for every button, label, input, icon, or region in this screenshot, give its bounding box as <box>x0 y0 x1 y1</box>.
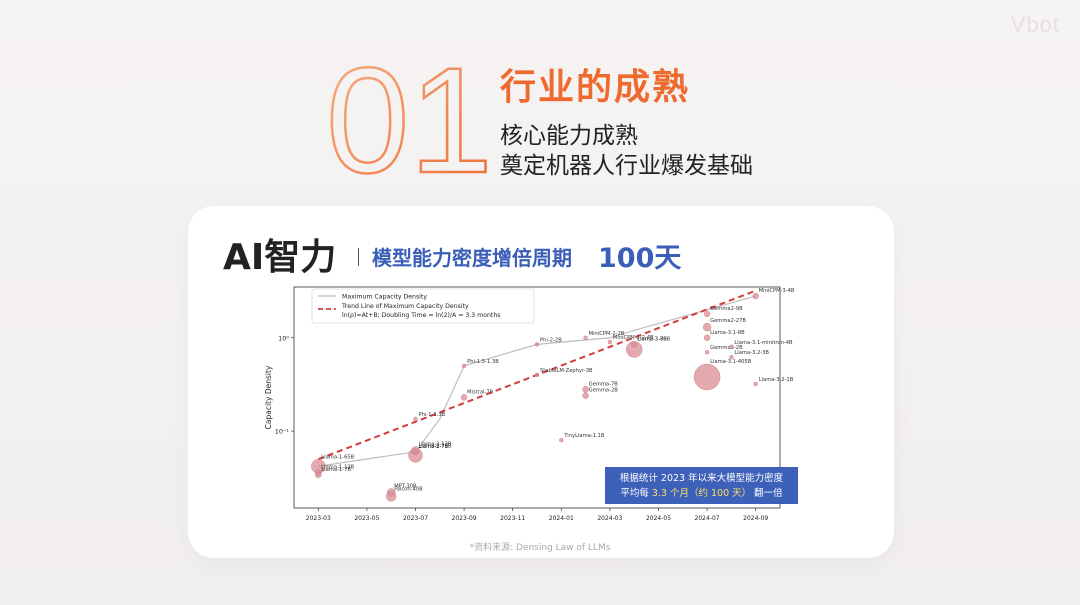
legend-entry-trend: Trend Line of Maximum Capacity Density <box>341 303 469 310</box>
data-point-label: Gemma2-27B <box>710 318 746 324</box>
note-highlight: 3.3 个月（约 100 天） <box>651 488 752 499</box>
data-point-label: MiniCPM-1-2B <box>589 331 625 337</box>
data-point-label: Llama-3.1-405B <box>710 359 752 365</box>
data-point-label: Llama-3.2-3B <box>734 350 769 356</box>
data-point <box>534 342 540 347</box>
data-point <box>559 437 564 443</box>
data-point-label: MPT-30B <box>394 483 417 489</box>
section-subtitle-1: 核心能力成熟 <box>500 123 638 149</box>
data-point-label: Llama-3.2-1B <box>759 377 794 383</box>
data-point <box>693 363 721 391</box>
data-point-label: Phi-2-2B <box>540 337 562 343</box>
section-subtitle-2: 奠定机器人行业爆发基础 <box>500 153 753 179</box>
data-point-label: MiniCPM-1-2.4B <box>613 335 654 341</box>
data-point-label: Llama-3.1-minitron-4B <box>734 340 793 346</box>
data-point <box>703 334 711 341</box>
data-point-label: Llama-2-70B <box>419 443 452 449</box>
note-line-1: 根据统计 2023 年以来大模型能力密度 <box>619 473 784 484</box>
data-point-label: Gemma-2B <box>589 388 619 394</box>
chart-svg: Capacity Density 10⁰ 10⁻¹ 2023-03 2023-05 202… <box>264 286 795 522</box>
data-point-label: TinyLlama-1.1B <box>563 433 605 439</box>
data-point-label: Llama-1-7B <box>321 467 351 473</box>
x-tick-label: 2024-01 <box>549 515 574 522</box>
data-point <box>582 386 589 393</box>
data-point <box>461 363 467 369</box>
card-subtitle: 模型能力密度增倍周期 <box>372 246 572 270</box>
card-highlight: 100天 <box>598 243 682 274</box>
y-axis-label: Capacity Density <box>264 365 273 429</box>
legend-entry-max: Maximum Capacity Density <box>342 294 427 301</box>
x-tick-label: 2023-09 <box>452 515 477 522</box>
chart-note: 根据统计 2023 年以来大模型能力密度 平均每 3.3 个月（约 100 天）… <box>605 467 798 504</box>
data-point-label: Mistral-7B <box>467 389 494 395</box>
x-tick-label: 2024-05 <box>646 515 671 522</box>
data-point <box>411 446 420 455</box>
max-density-line <box>318 295 756 467</box>
data-point <box>753 381 758 387</box>
data-point <box>607 339 613 345</box>
x-tick-label: 2024-09 <box>743 515 768 522</box>
data-point <box>315 471 322 479</box>
data-point-label: MiniCPM-3-4B <box>759 288 795 294</box>
svg-text:01: 01 <box>326 44 493 184</box>
data-point <box>583 335 588 340</box>
section-number: 01 <box>326 44 494 184</box>
data-point <box>460 394 468 401</box>
legend-box <box>311 288 535 324</box>
data-point-label: Llama-3.1-8B <box>710 330 745 336</box>
data-point-label: Llama-1-65B <box>321 454 354 460</box>
data-point-label: Llama-2-13B <box>419 441 452 447</box>
legend-entry-formula: ln(ρ)=At+B; Doubling Time = ln(2)/A = 3.… <box>342 312 500 319</box>
data-point <box>703 310 711 318</box>
data-point <box>631 341 638 348</box>
data-point-label: Phi-1.5-1.3B <box>467 359 499 365</box>
data-point-label: Llama-3-70B <box>637 336 670 342</box>
note-prefix: 平均每 <box>620 488 652 499</box>
data-point-label: Llama-1-13B <box>321 465 354 471</box>
x-tick-label: 2023-03 <box>306 515 331 522</box>
card-title: AI智力 <box>223 237 337 278</box>
section-title: 行业的成熟 <box>500 67 691 108</box>
data-point-label: Gemma2-9B <box>710 306 743 312</box>
data-point-label: Phi-1-1.3B <box>419 412 446 418</box>
data-point <box>534 372 540 378</box>
x-tick-label: 2024-03 <box>597 515 622 522</box>
data-point <box>702 322 712 332</box>
y-tick-label: 10⁻¹ <box>275 428 290 436</box>
x-tick-label: 2023-05 <box>354 515 379 522</box>
source-note: *资料来源: Densing Law of LLMs <box>469 543 611 553</box>
x-tick-label: 2023-11 <box>500 515 525 522</box>
data-point <box>413 416 418 422</box>
watermark-logo: Vbot <box>1010 12 1060 37</box>
density-chart: Capacity Density 10⁰ 10⁻¹ 2023-03 2023-05 202… <box>262 283 810 528</box>
x-tick-label: 2023-07 <box>403 515 428 522</box>
data-point-label: Gemma2-2B <box>710 345 743 351</box>
data-point <box>385 491 397 502</box>
data-point <box>729 344 734 350</box>
data-point <box>704 350 710 355</box>
note-suffix: 翻一倍 <box>751 488 783 499</box>
data-point <box>582 392 589 399</box>
note-line-2: 平均每 3.3 个月（约 100 天） 翻一倍 <box>605 486 798 501</box>
y-tick-label: 10⁰ <box>278 334 289 342</box>
title-divider <box>358 248 359 266</box>
data-point-label: Llama-3-8B <box>637 336 667 342</box>
data-point <box>752 292 759 300</box>
data-point-label: StableLM-Zephyr-3B <box>540 368 593 374</box>
data-point <box>729 354 734 360</box>
x-tick-label: 2024-07 <box>695 515 720 522</box>
data-point-label: Falcon-40B <box>394 486 423 492</box>
data-point-label: Llama-2-7B <box>419 444 449 450</box>
data-point-label: Gemma-7B <box>589 381 619 387</box>
